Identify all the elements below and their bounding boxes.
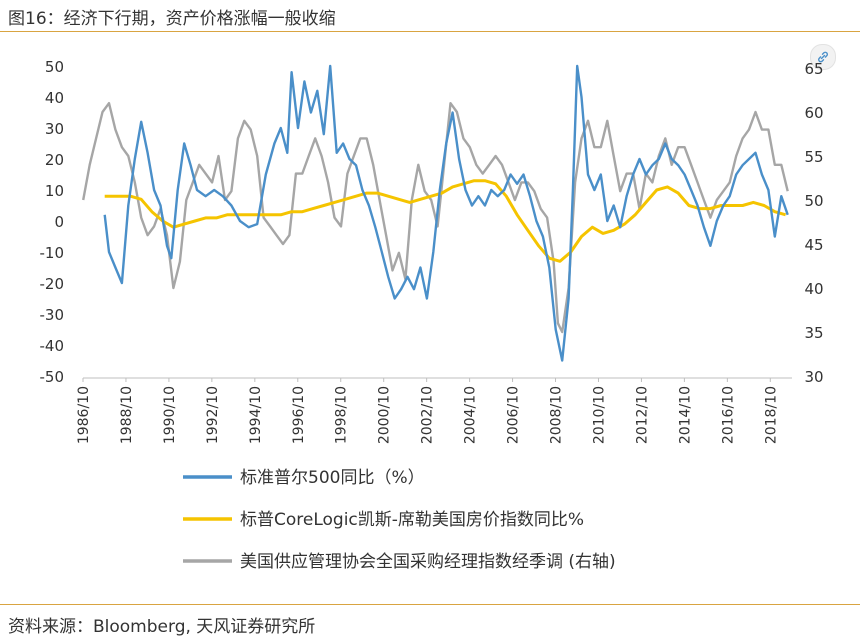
x-tick-label: 1990/10 xyxy=(162,386,178,444)
left-tick-label: 20 xyxy=(45,151,64,169)
left-tick-label: 30 xyxy=(45,120,64,138)
x-tick-label: 2016/10 xyxy=(720,386,736,444)
right-tick-label: 30 xyxy=(804,368,823,386)
left-tick-label: 40 xyxy=(45,89,64,107)
right-tick-label: 65 xyxy=(804,60,823,78)
right-tick-label: 55 xyxy=(804,148,823,166)
left-tick-label: 0 xyxy=(54,213,64,231)
left-tick-label: -30 xyxy=(40,306,65,324)
bottom-divider xyxy=(0,604,860,605)
series-line-0 xyxy=(103,64,789,362)
x-tick-label: 1988/10 xyxy=(119,386,135,444)
right-tick-label: 35 xyxy=(804,324,823,342)
left-tick-label: 10 xyxy=(45,182,64,200)
right-tick-label: 45 xyxy=(804,236,823,254)
x-tick-label: 2004/10 xyxy=(463,386,479,444)
legend: 标准普尔500同比（%） 标普CoreLogic凯斯-席勒美国房价指数同比% 美国供… xyxy=(183,468,616,572)
x-tick-label: 2014/10 xyxy=(677,386,693,444)
series-line-1 xyxy=(104,179,787,263)
top-divider xyxy=(0,31,860,32)
x-tick-label: 2012/10 xyxy=(634,386,650,444)
left-tick-label: -10 xyxy=(40,244,65,262)
right-tick-label: 60 xyxy=(804,104,823,122)
plot-area xyxy=(82,64,789,362)
x-tick-label: 2000/10 xyxy=(377,386,393,444)
x-tick-label: 1992/10 xyxy=(205,386,221,444)
left-tick-label: -20 xyxy=(40,275,65,293)
x-tick-label: 2008/10 xyxy=(549,386,565,444)
source-note: 资料来源：Bloomberg, 天风证券研究所 xyxy=(8,617,316,637)
x-tick-label: 1986/10 xyxy=(76,386,92,444)
left-tick-label: -40 xyxy=(40,337,65,355)
x-tick-label: 2006/10 xyxy=(506,386,522,444)
legend-label-1: 标普CoreLogic凯斯-席勒美国房价指数同比% xyxy=(240,510,584,530)
x-tick-label: 1998/10 xyxy=(334,386,350,444)
x-tick-label: 2018/10 xyxy=(763,386,779,444)
legend-label-0: 标准普尔500同比（%） xyxy=(240,468,425,488)
right-tick-label: 50 xyxy=(804,192,823,210)
left-tick-label: -50 xyxy=(40,368,65,386)
left-axis: 50 40 30 20 10 0 -10 -20 -30 -40 -50 xyxy=(40,58,65,386)
x-tick-label: 1994/10 xyxy=(248,386,264,444)
right-tick-label: 40 xyxy=(804,280,823,298)
figure-title: 图16：经济下行期，资产价格涨幅一般收缩 xyxy=(8,9,336,29)
series-line-2 xyxy=(82,101,789,334)
link-icon[interactable] xyxy=(810,44,836,70)
legend-label-2: 美国供应管理协会全国采购经理指数经季调 (右轴) xyxy=(240,552,616,572)
x-tick-label: 2002/10 xyxy=(420,386,436,444)
x-axis: 1986/10 1988/10 1990/10 1992/10 1994/10 1996/… xyxy=(76,378,779,444)
x-tick-label: 2010/10 xyxy=(591,386,607,444)
left-tick-label: 50 xyxy=(45,58,64,76)
right-axis: 65 60 55 50 45 40 35 30 xyxy=(804,60,823,386)
x-tick-label: 1996/10 xyxy=(291,386,307,444)
